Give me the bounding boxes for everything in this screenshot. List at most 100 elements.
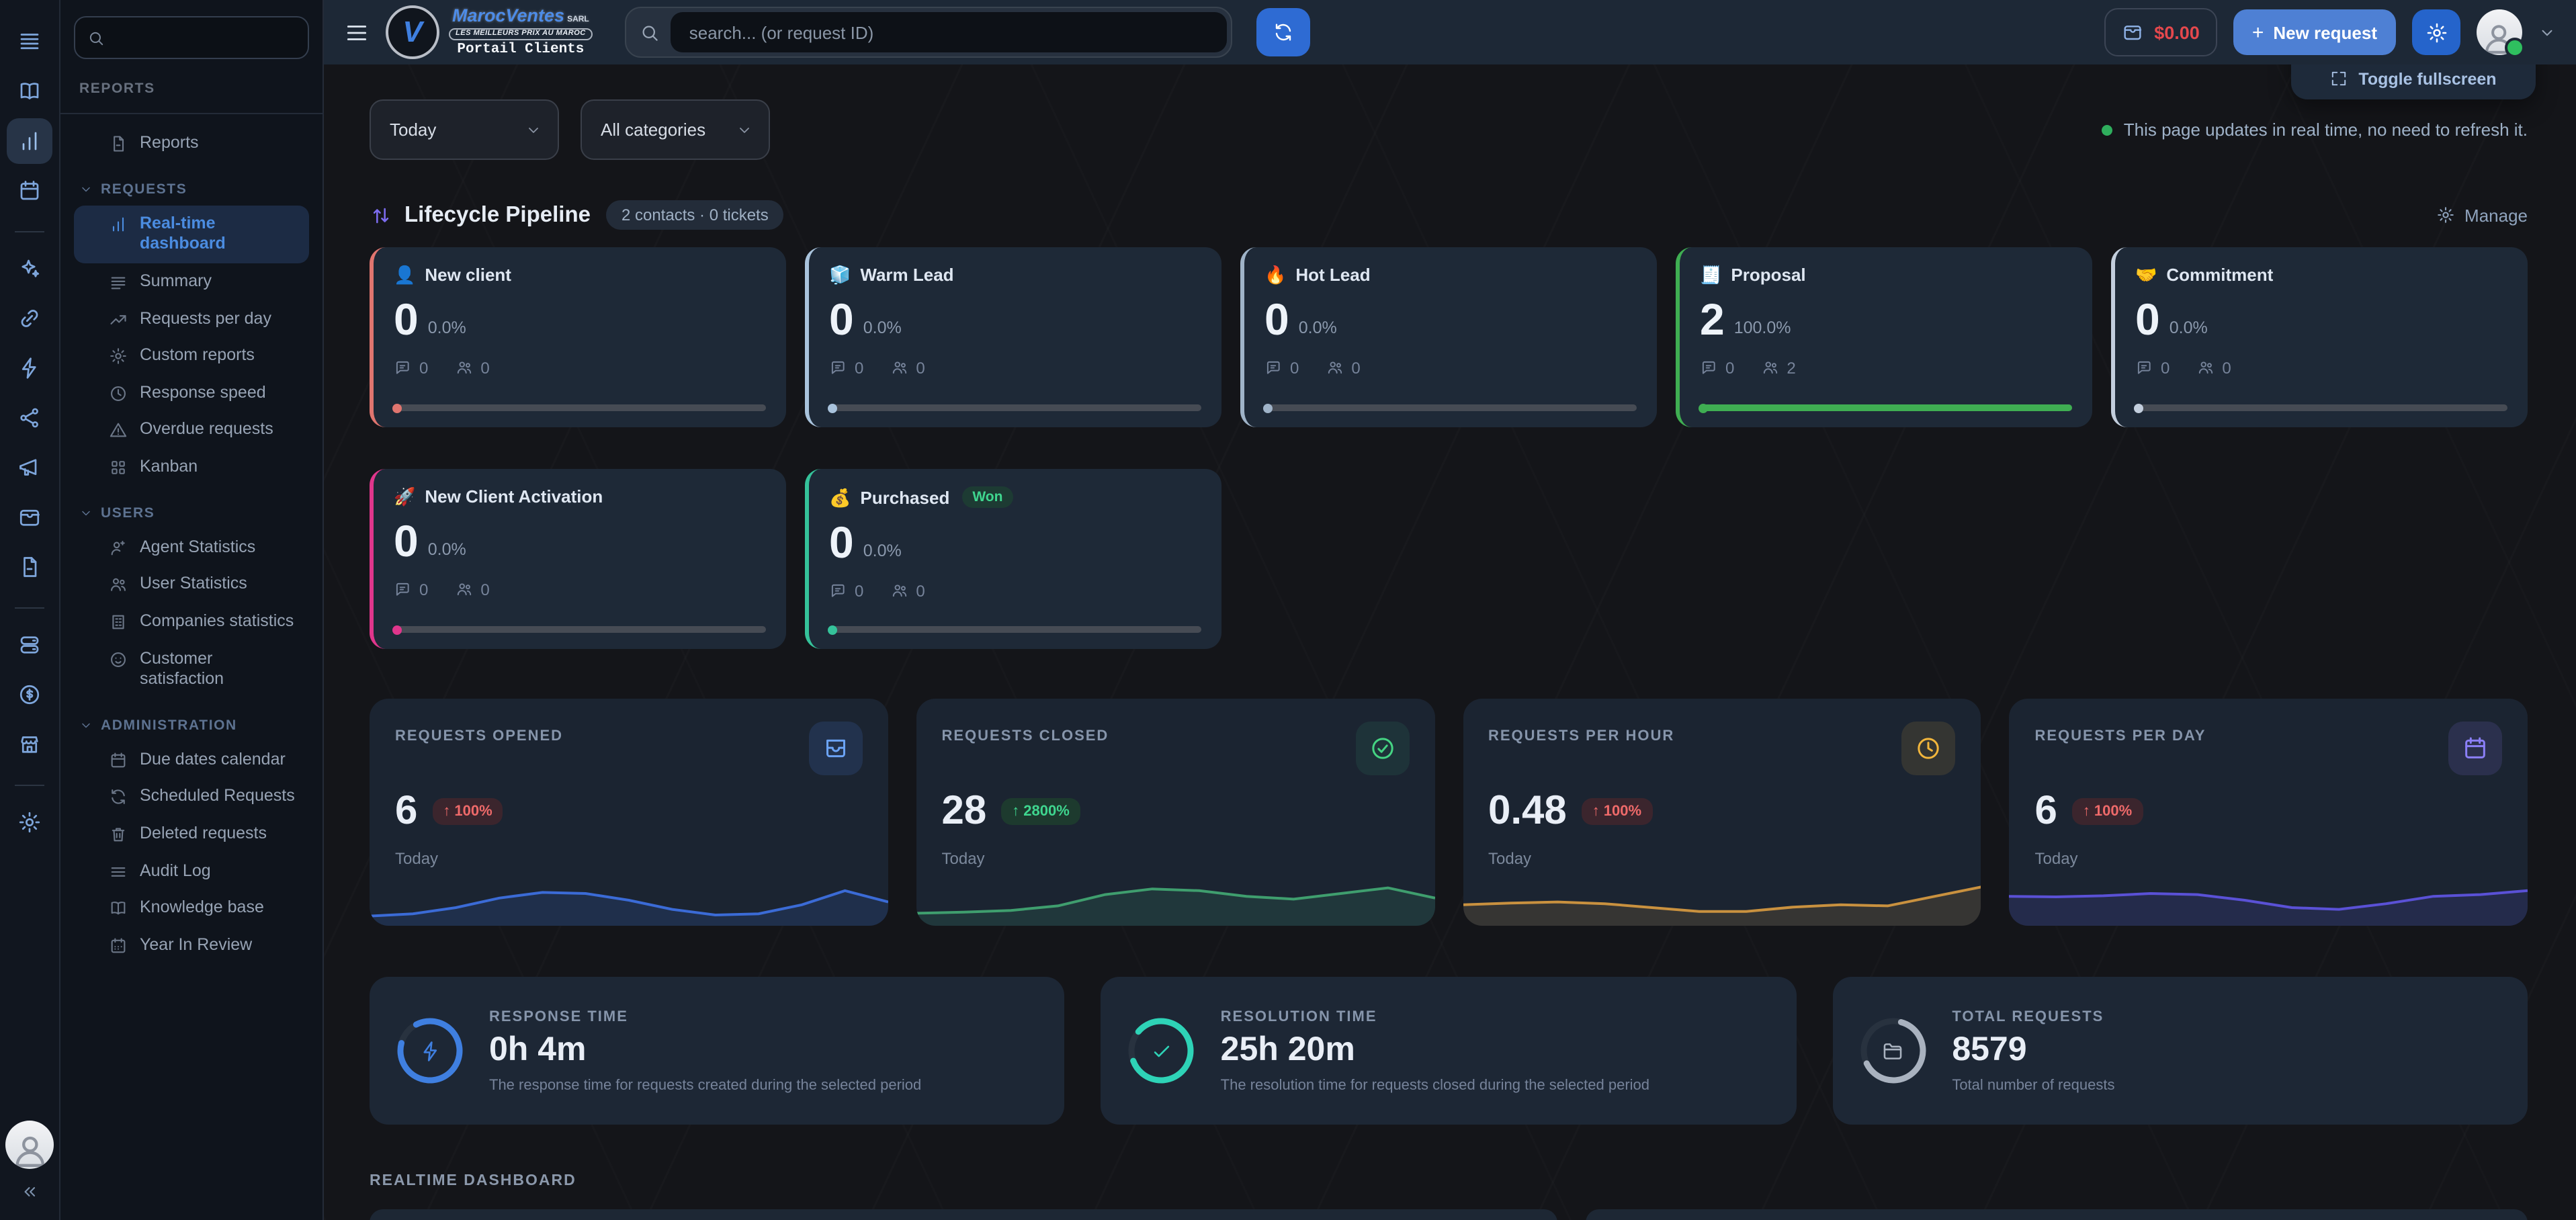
logo-name: MarocVentes SARL xyxy=(452,5,589,26)
sidebar-item-scheduled-requests[interactable]: Scheduled Requests xyxy=(74,779,309,816)
stage-progress xyxy=(392,625,766,634)
menu-toggle-icon[interactable] xyxy=(344,19,370,45)
sidebar-item-customer-satisfaction[interactable]: Customer satisfaction xyxy=(74,640,309,699)
next-section-cards xyxy=(370,1209,2528,1220)
sidebar-item-kanban[interactable]: Kanban xyxy=(74,449,309,486)
sparkline-chart xyxy=(916,859,1434,926)
contacts-icon xyxy=(455,359,472,376)
rail-menu-icon[interactable] xyxy=(7,19,52,64)
wallet-box-icon[interactable] xyxy=(7,494,52,540)
knowledge-book-icon[interactable] xyxy=(7,69,52,114)
sidebar-item-year-in-review[interactable]: Year In Review xyxy=(74,927,309,964)
sidebar-item-companies-statistics[interactable]: Companies statistics xyxy=(74,603,309,640)
category-select[interactable]: All categories xyxy=(581,99,770,160)
section-label: ADMINISTRATION xyxy=(101,717,237,734)
pipeline-count-badge: 2 contacts · 0 tickets xyxy=(606,200,783,230)
stat-card-requests-per-hour[interactable]: REQUESTS PER HOUR 0.48 ↑ 100% Today xyxy=(1463,699,1981,926)
sidebar-item-reports[interactable]: Reports xyxy=(74,125,309,162)
kpi-description: The resolution time for requests closed … xyxy=(1220,1077,1650,1093)
stage-name: Warm Lead xyxy=(860,265,954,285)
stage-name: Commitment xyxy=(2166,265,2274,285)
balance-button[interactable]: $0.00 xyxy=(2104,8,2217,56)
zap-icon[interactable] xyxy=(7,345,52,391)
sidebar-item-agent-statistics[interactable]: Agent Statistics xyxy=(74,529,309,566)
stat-card-requests-opened[interactable]: REQUESTS OPENED 6 ↑ 100% Today xyxy=(370,699,888,926)
sparkline-chart xyxy=(370,859,888,926)
stage-emoji-icon: 👤 xyxy=(394,265,416,285)
new-request-button[interactable]: + New request xyxy=(2233,9,2396,55)
stat-card-requests-closed[interactable]: REQUESTS CLOSED 28 ↑ 2800% Today xyxy=(916,699,1434,926)
stage-count: 0 xyxy=(394,516,419,566)
building-icon xyxy=(109,613,128,631)
sidebar-item-audit-log[interactable]: Audit Log xyxy=(74,853,309,889)
section-header-administration[interactable]: ADMINISTRATION xyxy=(79,717,304,734)
database-icon[interactable] xyxy=(7,622,52,668)
section-header-requests[interactable]: REQUESTS xyxy=(79,181,304,197)
sidebar-item-summary[interactable]: Summary xyxy=(74,263,309,300)
calendar-icon[interactable] xyxy=(7,168,52,214)
link-icon[interactable] xyxy=(7,296,52,341)
sidebar-item-requests-per-day[interactable]: Requests per day xyxy=(74,300,309,337)
sidebar-item-due-dates-calendar[interactable]: Due dates calendar xyxy=(74,742,309,779)
brand-logo[interactable]: V MarocVentes SARL LES MEILLEURS PRIX AU … xyxy=(386,5,593,59)
sidebar-item-realtime-dashboard[interactable]: Real-time dashboard xyxy=(74,205,309,263)
section-label: USERS xyxy=(101,505,155,521)
pipeline-manage-button[interactable]: Manage xyxy=(2436,205,2528,225)
section-header-users[interactable]: USERS xyxy=(79,505,304,521)
sidebar-item-deleted-requests[interactable]: Deleted requests xyxy=(74,816,309,853)
section-header-reports: REPORTS xyxy=(79,81,304,97)
chevron-down-icon xyxy=(525,122,542,138)
stage-emoji-icon: 🧾 xyxy=(1700,265,1722,285)
refresh-icon xyxy=(109,788,128,807)
book-icon xyxy=(109,900,128,918)
collapse-sidebar-icon[interactable] xyxy=(20,1182,39,1201)
reports-chart-icon[interactable] xyxy=(7,118,52,164)
pipeline-title: Lifecycle Pipeline xyxy=(404,202,591,226)
share-icon[interactable] xyxy=(7,395,52,441)
sidebar-item-knowledge-base[interactable]: Knowledge base xyxy=(74,890,309,927)
kpi-response-time: RESPONSE TIME 0h 4m The response time fo… xyxy=(370,977,1065,1125)
sidebar-item-label: Deleted requests xyxy=(140,824,267,842)
user-menu-chevron-icon[interactable] xyxy=(2538,24,2556,41)
stat-card-requests-per-day[interactable]: REQUESTS PER DAY 6 ↑ 100% Today xyxy=(2009,699,2528,926)
section-label: REPORTS xyxy=(79,81,155,97)
marketplace-store-icon[interactable] xyxy=(7,722,52,767)
lines-icon xyxy=(109,862,128,881)
sidebar-user-avatar[interactable] xyxy=(5,1121,54,1169)
stage-percent: 0.0% xyxy=(427,318,466,337)
calendar-icon xyxy=(2448,722,2502,775)
stage-emoji-icon: 🔥 xyxy=(1264,265,1287,285)
settings-gear-icon[interactable] xyxy=(7,799,52,845)
rail-divider xyxy=(15,231,44,232)
user-avatar[interactable] xyxy=(2477,9,2525,58)
sidebar-item-user-statistics[interactable]: User Statistics xyxy=(74,566,309,603)
stage-emoji-icon: 🚀 xyxy=(394,486,416,507)
sidebar-item-custom-reports[interactable]: Custom reports xyxy=(74,337,309,374)
sidebar-item-overdue-requests[interactable]: Overdue requests xyxy=(74,412,309,449)
refresh-button[interactable] xyxy=(1256,8,1310,56)
sidebar-search-input[interactable] xyxy=(114,27,296,48)
billing-dollar-icon[interactable] xyxy=(7,672,52,717)
stage-name: New Client Activation xyxy=(425,486,603,507)
users-icon xyxy=(109,576,128,595)
period-select[interactable]: Today xyxy=(370,99,559,160)
settings-button[interactable] xyxy=(2412,9,2460,55)
stat-change-badge: ↑ 100% xyxy=(1581,798,1653,825)
document-icon[interactable] xyxy=(7,544,52,590)
global-search-input[interactable] xyxy=(686,21,1211,44)
sparkles-icon[interactable] xyxy=(7,246,52,292)
stage-emoji-icon: 💰 xyxy=(829,487,851,507)
megaphone-icon[interactable] xyxy=(7,445,52,490)
sidebar-search[interactable] xyxy=(74,16,309,59)
sidebar-item-response-speed[interactable]: Response speed xyxy=(74,375,309,412)
global-search[interactable] xyxy=(624,7,1232,58)
chevron-down-icon xyxy=(79,182,93,195)
sidebar-item-label: Overdue requests xyxy=(140,419,273,439)
